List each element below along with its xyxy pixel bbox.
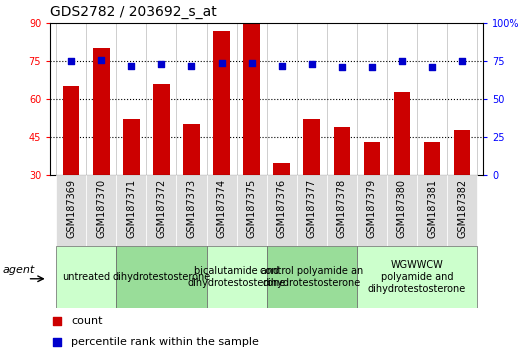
Bar (417, 175, 447, 246)
Bar (93, 48, 109, 175)
Bar (364, 142, 380, 175)
Point (157, 61, 166, 67)
Text: agent: agent (3, 265, 35, 275)
Bar (183, 125, 200, 175)
Point (282, 224, 290, 229)
Text: dihydrotestosterone: dihydrotestosterone (112, 272, 211, 282)
Bar (304, 119, 320, 175)
Bar (394, 92, 410, 175)
Bar (454, 130, 470, 175)
Text: GSM187382: GSM187382 (457, 179, 467, 238)
Bar (56, 246, 116, 308)
Bar (357, 246, 477, 308)
Point (67, 58, 76, 64)
Text: GSM187372: GSM187372 (156, 179, 166, 238)
Text: GSM187373: GSM187373 (186, 179, 196, 238)
Text: percentile rank within the sample: percentile rank within the sample (71, 337, 259, 348)
Text: GSM187381: GSM187381 (427, 179, 437, 238)
Bar (213, 30, 230, 175)
Point (187, 63, 196, 68)
Point (458, 58, 466, 64)
Point (127, 63, 136, 68)
Bar (86, 175, 116, 246)
Point (428, 64, 436, 70)
Bar (424, 142, 440, 175)
Text: GDS2782 / 203692_s_at: GDS2782 / 203692_s_at (50, 5, 217, 19)
Bar (447, 175, 477, 246)
Text: count: count (71, 316, 102, 326)
Text: GSM187369: GSM187369 (66, 179, 76, 238)
Point (367, 64, 376, 70)
Bar (334, 127, 350, 175)
Bar (116, 246, 206, 308)
Text: GSM187375: GSM187375 (247, 179, 257, 238)
Point (398, 58, 406, 64)
Bar (267, 246, 357, 308)
Point (277, 63, 286, 68)
Text: untreated: untreated (62, 272, 110, 282)
Bar (123, 119, 139, 175)
Bar (297, 175, 327, 246)
Text: WGWWCW
polyamide and
dihydrotestosterone: WGWWCW polyamide and dihydrotestosterone (368, 261, 466, 293)
Point (218, 60, 226, 65)
Bar (206, 246, 267, 308)
Text: GSM187370: GSM187370 (96, 179, 106, 238)
Text: GSM187374: GSM187374 (216, 179, 227, 238)
Text: GSM187379: GSM187379 (367, 179, 377, 238)
Text: control polyamide an
dihydrotestosterone: control polyamide an dihydrotestosterone (260, 266, 363, 288)
Bar (267, 175, 297, 246)
Bar (237, 175, 267, 246)
Bar (387, 175, 417, 246)
Bar (116, 175, 146, 246)
Bar (327, 175, 357, 246)
Text: GSM187376: GSM187376 (277, 179, 287, 238)
Text: GSM187377: GSM187377 (307, 179, 317, 238)
Text: GSM187380: GSM187380 (397, 179, 407, 238)
Bar (274, 162, 290, 175)
Text: GSM187371: GSM187371 (126, 179, 136, 238)
Point (282, 27, 290, 33)
Bar (56, 175, 86, 246)
Bar (153, 84, 169, 175)
Text: GSM187378: GSM187378 (337, 179, 347, 238)
Bar (206, 175, 237, 246)
Bar (243, 18, 260, 175)
Bar (357, 175, 387, 246)
Bar (176, 175, 206, 246)
Point (307, 61, 316, 67)
Bar (63, 86, 80, 175)
Point (248, 60, 256, 65)
Point (337, 64, 346, 70)
Bar (146, 175, 176, 246)
Text: bicalutamide and
dihydrotestosterone: bicalutamide and dihydrotestosterone (187, 266, 286, 288)
Point (97, 57, 106, 62)
